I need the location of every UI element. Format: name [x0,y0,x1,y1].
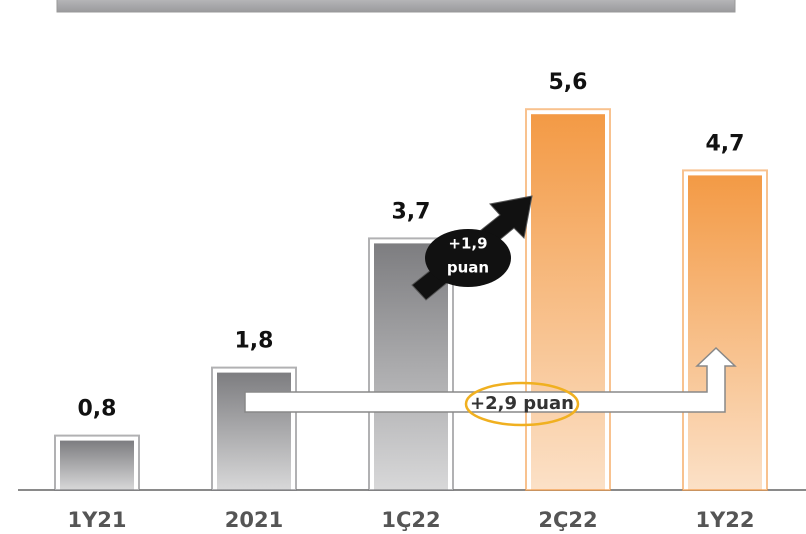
arrow-up: +1,9 puan [411,195,533,301]
value-label: 0,8 [78,397,117,422]
bars: 0,8 1Y21 1,8 2021 3,7 1Ç22 5,6 2Ç22 4,7 1Y22 [54,70,768,532]
bar [688,175,762,490]
annotation-text: +1,9 [448,235,487,253]
x-tick-label: 2Ç22 [538,508,597,532]
elbow-arrow: +2,9 puan [244,346,737,427]
bar [60,440,134,490]
bar [217,372,291,490]
value-label: 1,8 [235,329,274,354]
value-label: 3,7 [392,199,431,224]
value-label: 4,7 [706,131,745,156]
annotation-text: +2,9 puan [470,393,574,414]
bar [531,114,605,490]
value-label: 5,6 [549,70,588,95]
x-tick-label: 1Y21 [67,508,126,532]
banner [56,0,736,13]
x-tick-label: 1Ç22 [381,508,440,532]
x-tick-label: 1Y22 [695,508,754,532]
annotation-text: puan [447,259,489,277]
x-tick-label: 2021 [225,508,283,532]
